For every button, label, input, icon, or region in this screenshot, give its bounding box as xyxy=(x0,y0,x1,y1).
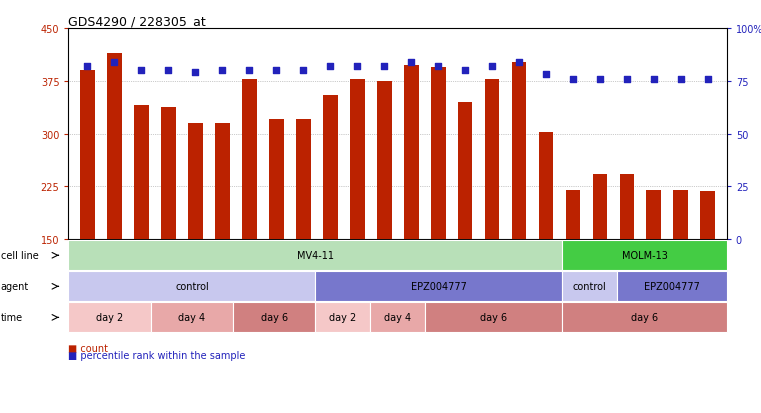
Point xyxy=(216,68,228,74)
Text: day 2: day 2 xyxy=(96,313,123,323)
Point xyxy=(108,59,120,66)
Point xyxy=(567,76,579,83)
Point xyxy=(486,64,498,70)
Text: EPZ004777: EPZ004777 xyxy=(411,282,466,292)
Point xyxy=(324,64,336,70)
Bar xyxy=(107,54,122,240)
Point xyxy=(675,76,687,83)
Text: day 6: day 6 xyxy=(260,313,288,323)
Point xyxy=(162,68,174,74)
Point xyxy=(244,68,256,74)
Point xyxy=(378,64,390,70)
Text: EPZ004777: EPZ004777 xyxy=(644,282,700,292)
Bar xyxy=(565,190,581,240)
Text: day 2: day 2 xyxy=(330,313,356,323)
Text: day 6: day 6 xyxy=(631,313,658,323)
Point xyxy=(405,59,417,66)
Bar xyxy=(296,120,310,240)
Bar xyxy=(539,133,553,240)
Bar xyxy=(673,190,688,240)
Point xyxy=(594,76,606,83)
Point xyxy=(540,72,552,78)
Bar xyxy=(134,106,148,240)
Text: control: control xyxy=(175,282,209,292)
Text: day 4: day 4 xyxy=(178,313,205,323)
Bar xyxy=(215,124,230,240)
Point xyxy=(513,59,525,66)
Bar xyxy=(188,124,202,240)
Point xyxy=(297,68,309,74)
Bar xyxy=(485,79,499,240)
Bar xyxy=(269,120,284,240)
Text: time: time xyxy=(1,313,23,323)
Bar xyxy=(80,71,95,240)
Bar xyxy=(647,190,661,240)
Point xyxy=(621,76,633,83)
Point xyxy=(702,76,714,83)
Bar xyxy=(511,63,527,240)
Text: agent: agent xyxy=(1,282,29,292)
Text: day 4: day 4 xyxy=(384,313,411,323)
Text: ■ percentile rank within the sample: ■ percentile rank within the sample xyxy=(68,351,246,361)
Bar xyxy=(619,175,635,240)
Text: GDS4290 / 228305_at: GDS4290 / 228305_at xyxy=(68,15,206,28)
Bar xyxy=(700,192,715,240)
Text: cell line: cell line xyxy=(1,251,39,261)
Bar xyxy=(403,66,419,240)
Point xyxy=(351,64,363,70)
Bar xyxy=(323,96,338,240)
Point xyxy=(135,68,148,74)
Text: control: control xyxy=(573,282,607,292)
Bar xyxy=(242,79,256,240)
Point xyxy=(270,68,282,74)
Text: MV4-11: MV4-11 xyxy=(297,251,334,261)
Bar xyxy=(350,79,365,240)
Text: day 6: day 6 xyxy=(480,313,507,323)
Bar xyxy=(593,175,607,240)
Point xyxy=(189,70,202,76)
Text: MOLM-13: MOLM-13 xyxy=(622,251,667,261)
Point xyxy=(432,64,444,70)
Bar xyxy=(457,102,473,240)
Point xyxy=(81,64,94,70)
Text: ■ count: ■ count xyxy=(68,343,109,353)
Point xyxy=(459,68,471,74)
Bar xyxy=(431,68,445,240)
Point xyxy=(648,76,660,83)
Bar xyxy=(377,82,392,240)
Bar xyxy=(161,107,176,240)
